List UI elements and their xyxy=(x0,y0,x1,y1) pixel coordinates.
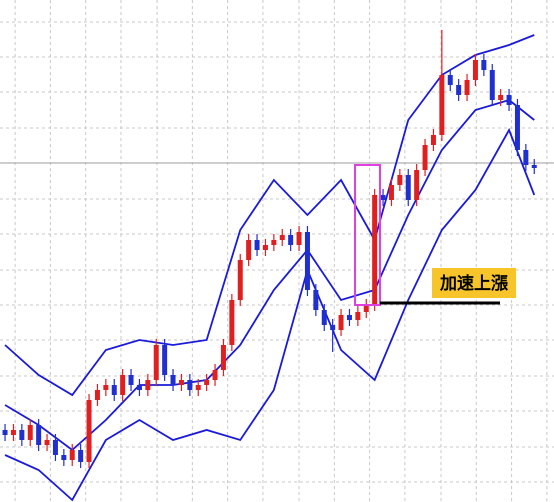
candle-body xyxy=(464,80,470,95)
highlight-box xyxy=(354,164,381,306)
candle-body xyxy=(355,312,361,320)
candle-body xyxy=(489,70,495,100)
candle-body xyxy=(229,300,235,345)
annotation: 加速上漲 xyxy=(439,273,509,294)
candle-body xyxy=(388,185,394,200)
candle-body xyxy=(271,240,277,245)
candle-body xyxy=(78,450,84,462)
candle-body xyxy=(178,380,184,385)
candle-body xyxy=(422,145,428,170)
candle-body xyxy=(498,95,504,100)
candle-body xyxy=(514,105,520,150)
candle-body xyxy=(195,385,201,390)
candle-body xyxy=(120,375,126,395)
candle-body xyxy=(321,310,327,325)
candle-body xyxy=(254,240,260,250)
candle-body xyxy=(330,325,336,330)
candle-body xyxy=(531,165,537,168)
band-middle xyxy=(4,99,535,452)
candle-body xyxy=(10,430,16,435)
candle-body xyxy=(346,315,352,320)
candle-body xyxy=(397,175,403,185)
candle-body xyxy=(262,245,268,250)
candle-body xyxy=(380,195,386,200)
candle-body xyxy=(27,425,33,440)
candle-body xyxy=(19,430,25,440)
candle-body xyxy=(288,235,294,245)
candle-body xyxy=(187,380,193,390)
candle-body xyxy=(414,170,420,200)
candle-body xyxy=(237,260,243,300)
candle-body xyxy=(439,75,445,135)
candle-body xyxy=(69,450,75,460)
candle-body xyxy=(220,345,226,370)
candle-body xyxy=(44,440,50,445)
candle-body xyxy=(296,232,302,245)
candle-body xyxy=(523,150,529,165)
band-upper xyxy=(4,34,535,397)
candle-body xyxy=(279,235,285,240)
candle-body xyxy=(162,345,168,375)
candle-body xyxy=(204,380,210,385)
candle-body xyxy=(246,240,252,260)
candle-body xyxy=(170,375,176,385)
candle-body xyxy=(153,345,159,380)
candle-body xyxy=(506,95,512,105)
candle-body xyxy=(111,385,117,395)
candle-body xyxy=(338,315,344,330)
candle-body xyxy=(145,380,151,390)
candle-body xyxy=(304,232,310,290)
annotation-box xyxy=(432,268,516,298)
candle-body xyxy=(372,195,378,305)
candle-body xyxy=(2,430,8,435)
candle-body xyxy=(363,305,369,312)
candle-body xyxy=(52,440,58,455)
candle-body xyxy=(86,400,92,462)
band-lower xyxy=(4,127,536,502)
candle-body xyxy=(36,425,42,445)
candle-body xyxy=(94,390,100,400)
candle-body xyxy=(103,385,109,390)
candle-body xyxy=(136,385,142,390)
candle-body xyxy=(313,290,319,310)
candle-body xyxy=(472,60,478,80)
candle-body xyxy=(405,175,411,200)
candle-body xyxy=(212,370,218,380)
candle-body xyxy=(456,85,462,95)
candle-body xyxy=(447,75,453,85)
candle-body xyxy=(481,60,487,70)
candle-body xyxy=(430,135,436,145)
candle-body xyxy=(61,455,67,460)
candle-body xyxy=(128,375,134,385)
